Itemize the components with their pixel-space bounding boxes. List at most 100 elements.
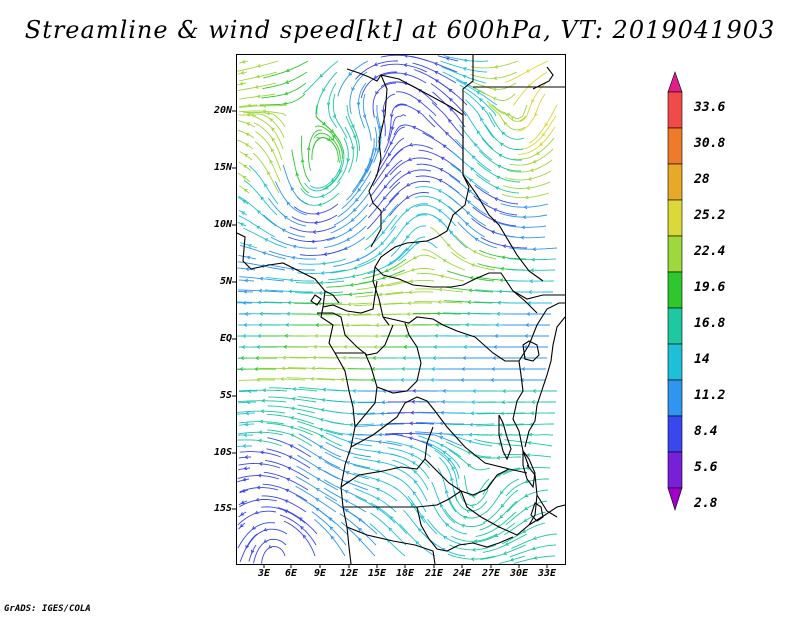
lon-label: 15E: [367, 568, 387, 579]
streamline-arrow: [320, 408, 325, 413]
streamline-arrow: [256, 63, 261, 68]
streamline-arrow: [533, 555, 538, 560]
streamline-arrow: [490, 230, 496, 235]
streamline-arrow: [240, 500, 245, 504]
streamline-arrow: [284, 334, 289, 338]
streamline-arrow: [478, 98, 483, 102]
streamline-arrow: [531, 257, 536, 262]
streamline-arrow: [244, 153, 249, 158]
streamline-arrow: [384, 173, 389, 178]
streamline-arrow: [443, 535, 448, 540]
streamline-arrow: [523, 518, 528, 523]
streamline-arrow: [244, 143, 249, 147]
streamline-arrow: [285, 68, 290, 73]
streamline: [432, 214, 468, 249]
streamline: [238, 71, 248, 75]
streamline: [474, 438, 523, 447]
streamline: [372, 148, 404, 187]
streamline: [447, 270, 495, 282]
streamline-arrow: [354, 198, 359, 202]
lat-label: 10N: [213, 219, 232, 230]
streamline-arrow: [437, 209, 442, 213]
streamline-arrow: [313, 344, 318, 349]
lake: [522, 340, 540, 362]
streamline: [239, 489, 249, 494]
streamline-arrow: [355, 257, 360, 262]
streamline: [239, 151, 253, 161]
streamline-arrow: [315, 211, 320, 216]
border: [340, 426, 434, 488]
lon-label: 27E: [481, 568, 501, 579]
streamline: [505, 478, 549, 497]
streamline-arrow: [438, 287, 443, 292]
lake: [498, 414, 512, 461]
streamline-arrow: [376, 459, 381, 464]
streamline: [238, 210, 248, 216]
streamline-arrow: [295, 172, 300, 177]
streamline: [238, 431, 284, 436]
streamline-arrow: [287, 300, 292, 305]
streamline-arrow: [442, 259, 447, 263]
streamline-arrow: [348, 72, 353, 77]
streamline-arrow: [439, 274, 444, 279]
streamline-arrow: [408, 142, 413, 147]
streamline: [237, 475, 280, 480]
streamline-arrow: [243, 188, 248, 193]
streamline-arrow: [412, 490, 417, 495]
streamline-arrow: [342, 355, 347, 360]
streamline-arrow: [504, 542, 509, 546]
streamline-arrow: [331, 133, 336, 138]
streamline-arrow: [449, 107, 454, 112]
streamline-arrow: [531, 99, 535, 104]
streamline-arrow: [532, 389, 537, 393]
streamline-arrow: [352, 389, 357, 393]
streamline-arrow: [285, 488, 290, 493]
border: [424, 458, 510, 496]
streamline: [300, 181, 341, 198]
streamline-arrow: [445, 522, 450, 527]
map-panel: [236, 54, 566, 565]
streamline-arrow: [332, 114, 336, 119]
streamline-arrow: [468, 288, 473, 293]
colorbar-segment: [667, 451, 683, 489]
streamline-arrow: [521, 225, 526, 230]
streamline-arrow: [532, 159, 537, 164]
streamline-arrow: [417, 99, 422, 104]
lon-label: 24E: [452, 568, 472, 579]
colorbar-label: 28: [694, 172, 710, 187]
streamline: [309, 159, 343, 189]
streamline-arrow: [245, 122, 251, 126]
streamline-arrow: [405, 195, 410, 200]
streamline-arrow: [242, 175, 247, 180]
streamline: [323, 470, 369, 491]
border: [460, 490, 565, 536]
streamline: [503, 181, 551, 189]
streamline-arrow: [322, 387, 327, 392]
streamline-arrow: [382, 196, 387, 201]
streamline-arrow: [323, 252, 328, 257]
streamline-arrow: [495, 323, 500, 327]
streamline-arrow: [527, 301, 532, 305]
streamline-arrow: [437, 300, 442, 304]
streamline-arrow: [497, 300, 502, 305]
streamline-arrow: [243, 164, 248, 169]
colorbar-segment: [667, 379, 683, 417]
streamline-arrow: [471, 548, 476, 552]
streamline-arrow: [471, 155, 476, 160]
streamline-arrow: [525, 465, 530, 470]
streamline-arrow: [330, 137, 335, 142]
streamline: [238, 511, 247, 518]
streamline: [239, 423, 255, 426]
streamline-arrow: [502, 244, 507, 249]
streamline: [323, 148, 345, 190]
streamline: [237, 172, 251, 183]
streamline: [237, 82, 247, 86]
streamline-arrow: [406, 234, 410, 239]
streamline-arrow: [498, 289, 503, 294]
streamline-arrow: [411, 399, 416, 404]
lake: [310, 294, 322, 306]
streamline: [239, 421, 285, 425]
streamline-arrow: [291, 396, 296, 401]
streamline-arrow: [378, 432, 383, 437]
streamline-arrow: [315, 488, 320, 492]
